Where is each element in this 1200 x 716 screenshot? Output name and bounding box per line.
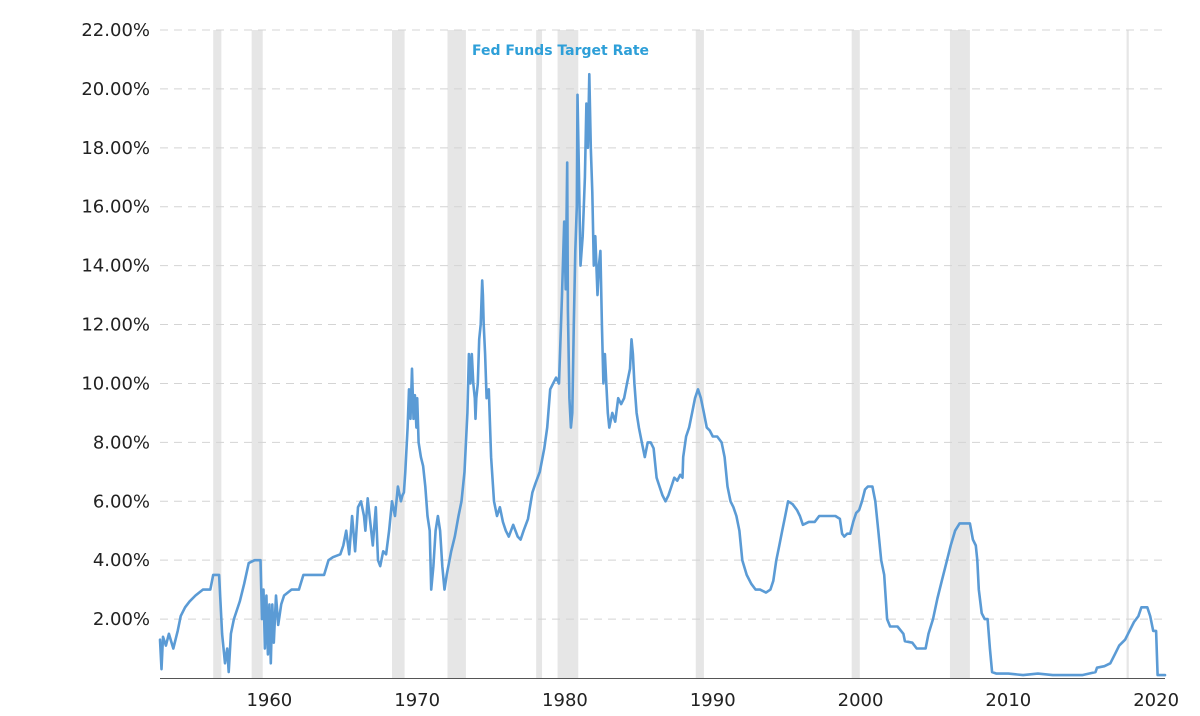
x-tick-label: 2000 [838,690,884,711]
recession-band [1126,30,1129,678]
y-tick-label: 14.00% [81,256,150,277]
x-tick-label: 2010 [985,690,1031,711]
y-tick-label: 16.00% [81,197,150,218]
y-tick-label: 12.00% [81,315,150,336]
y-tick-label: 10.00% [81,373,150,394]
y-tick-label: 18.00% [81,138,150,159]
recession-band [536,30,543,678]
y-tick-label: 20.00% [81,79,150,100]
recession-bands [213,30,1129,678]
y-tick-label: 6.00% [93,491,150,512]
recession-band [949,30,970,678]
y-tick-label: 4.00% [93,550,150,571]
x-tick-label: 1970 [394,690,440,711]
recession-band [851,30,860,678]
series-layer [158,72,1167,677]
recession-band [447,30,466,678]
x-tick-label: 1960 [246,690,292,711]
y-tick-label: 22.00% [81,20,150,41]
y-axis-labels: 2.00% 4.00% 6.00% 8.00% 10.00% 12.00% 14.00% 16… [81,20,150,630]
series-line [158,72,1167,677]
y-tick-label: 2.00% [93,609,150,630]
recession-band [251,30,263,678]
recession-band [695,30,704,678]
recession-band [392,30,405,678]
y-tick-label: 8.00% [93,432,150,453]
x-axis-labels: 1960 1970 1980 1990 2000 2010 2020 [246,690,1179,711]
recession-band [213,30,222,678]
x-tick-label: 1980 [542,690,588,711]
x-tick-label: 1990 [690,690,736,711]
gridlines [160,29,1165,620]
series-label: Fed Funds Target Rate [472,43,649,59]
x-tick-label: 2020 [1133,690,1179,711]
